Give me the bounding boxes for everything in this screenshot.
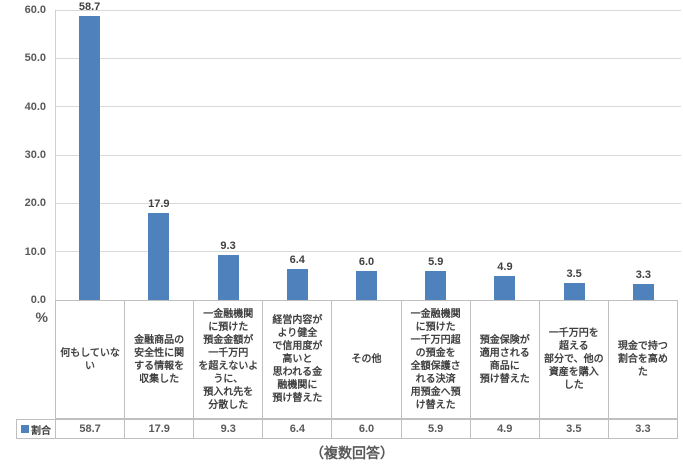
bar	[563, 283, 585, 300]
category-cell: 預金保険が 適用される 商品に 預け替えた	[469, 300, 539, 419]
bar	[632, 284, 654, 300]
y-axis-unit-label: %	[35, 309, 48, 325]
bar	[356, 271, 377, 300]
category-cell: 一金融機関 に預けた 預金金額が 一千万円 を超えないよ うに、 預入れ先を 分…	[193, 300, 263, 419]
bar-value-label: 58.7	[78, 1, 101, 14]
y-axis-line	[55, 10, 56, 300]
value-cell: 6.0	[331, 419, 401, 439]
bar-value-label: 9.3	[220, 240, 236, 253]
y-tick-label: 10.0	[24, 245, 46, 258]
category-cell: 金融商品の 安全性に関 する情報を 収集した	[124, 300, 194, 419]
y-tick-label: 40.0	[24, 100, 46, 113]
bar-value-label: 4.9	[497, 261, 513, 274]
value-cell: 3.3	[607, 419, 678, 439]
legend-value-row: 割合 58.7 17.9 9.3 6.4 6.0 5.9 4.9 3.5 3.3	[16, 419, 678, 439]
y-tick-label: 20.0	[24, 197, 46, 210]
value-cell: 5.9	[400, 419, 470, 439]
bar	[79, 16, 101, 300]
y-tick-label: 30.0	[24, 149, 46, 161]
bar-value-label: 6.0	[358, 256, 375, 268]
bar	[286, 269, 308, 300]
gridline	[56, 202, 681, 204]
y-tick-label: 60.0	[24, 4, 46, 16]
category-cell: 何もしていな い	[55, 300, 125, 419]
gridline	[56, 106, 681, 108]
gridline	[56, 154, 681, 156]
category-cell: 現金で持つ 割合を高め た	[607, 300, 678, 419]
category-cell: 経営内容が より健全 で信用度が 高いと 思われる金 融機関に 預け替えた	[262, 300, 332, 419]
bar	[148, 213, 170, 300]
category-cell: その他	[331, 300, 401, 419]
bar-value-label: 3.3	[635, 269, 652, 282]
legend-label: 割合	[31, 425, 51, 437]
value-cell: 9.3	[193, 419, 263, 439]
category-label-row: 何もしていな い金融商品の 安全性に関 する情報を 収集した 一金融機関 に預けた…	[55, 300, 678, 419]
bar-value-label: 5.9	[428, 256, 444, 269]
legend-color-swatch-icon	[21, 425, 29, 433]
bar	[494, 276, 516, 300]
bar	[217, 255, 239, 300]
gridline	[56, 251, 681, 253]
value-cell: 4.9	[469, 419, 539, 439]
legend-cell: 割合	[16, 419, 55, 439]
value-cell: 3.5	[538, 419, 608, 439]
plot-area: 58.7 17.9 9.3 6.4 6.0 5.9 4.9 3.5 3.3	[56, 1, 681, 300]
gridline	[56, 57, 681, 59]
bar	[425, 271, 447, 300]
y-tick-label: 0.0	[30, 294, 46, 306]
bar-value-label: 6.4	[289, 254, 305, 267]
bar-value-label: 3.5	[566, 268, 582, 281]
value-cell: 6.4	[262, 419, 332, 439]
value-cells: 58.7 17.9 9.3 6.4 6.0 5.9 4.9 3.5 3.3	[55, 419, 678, 439]
category-cell: 一金融機関 に預けた 一千万円超 の預金を 全額保護さ れる決済 用預金へ預 け…	[400, 300, 470, 419]
value-cell: 58.7	[55, 419, 125, 439]
footnote: （複数回答）	[310, 445, 394, 461]
bar-value-label: 17.9	[148, 198, 170, 211]
value-cell: 17.9	[124, 419, 194, 439]
gridline	[56, 9, 681, 11]
category-cell: 一千万円を 超える 部分で、他の 資産を購入 した	[538, 300, 608, 419]
y-tick-label: 50.0	[24, 52, 46, 65]
